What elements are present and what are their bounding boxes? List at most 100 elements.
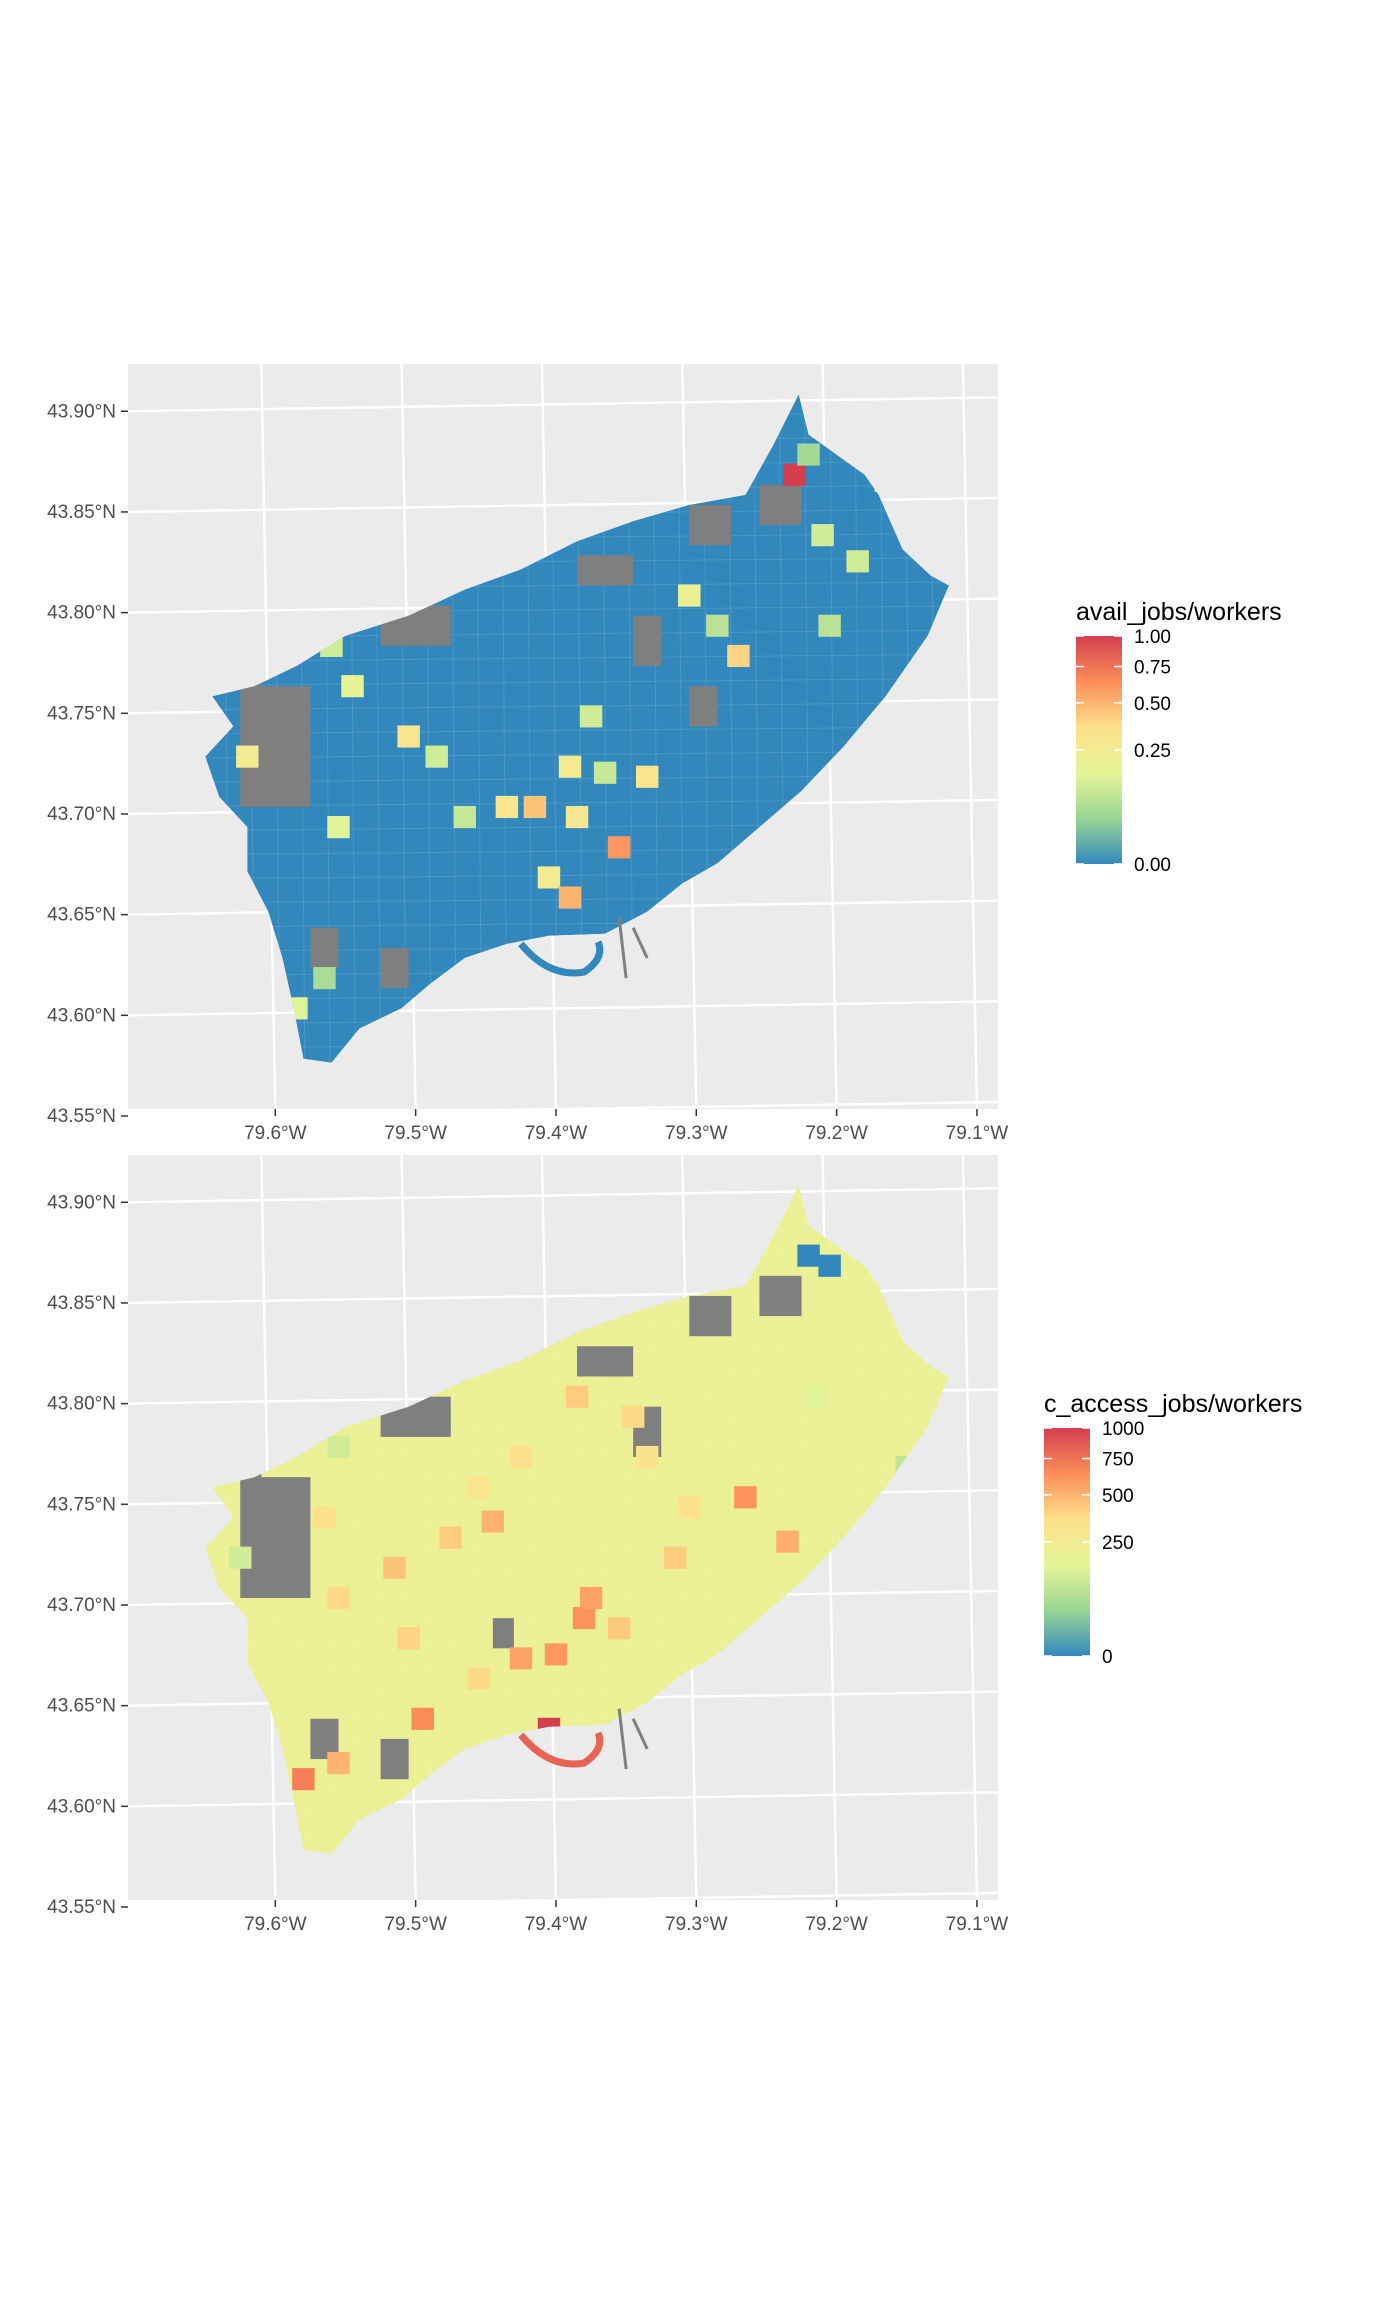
grid-line-horizontal (128, 1000, 998, 1017)
y-tick-label: 43.90°N (47, 401, 116, 422)
na-tract (689, 504, 732, 546)
tract-value (544, 1643, 568, 1666)
tract-edge (205, 1468, 949, 1478)
na-tract (633, 615, 662, 667)
legend-label: 750 (1102, 1450, 1134, 1471)
legend-label: 0.25 (1134, 741, 1171, 762)
legend-label: 0.00 (1134, 855, 1171, 876)
tract-value (846, 550, 869, 573)
na-tract (577, 555, 634, 586)
x-tick-label: 79.2°W (805, 1123, 868, 1144)
tract-value (313, 967, 336, 990)
tract-value (797, 1244, 820, 1267)
x-tick-label: 79.3°W (665, 1123, 728, 1144)
city-base-fill (205, 394, 949, 1063)
tract-value (509, 1647, 533, 1670)
tract-value (607, 1617, 631, 1640)
na-tract (492, 1618, 514, 1649)
city-base-fill (205, 1185, 949, 1854)
tract-value (537, 866, 561, 889)
y-tick-label: 43.80°N (47, 603, 116, 624)
tract-value (734, 1486, 757, 1509)
tract-value (558, 886, 582, 909)
y-tick-label: 43.60°N (47, 1005, 116, 1026)
x-tick-label: 79.5°W (384, 1123, 447, 1144)
map-panels: 79.6°W 79.5°W 79.4°W 79.3°W 79.2°W 79.1°W 43.5… (47, 364, 1302, 1935)
legend-label: 1.00 (1134, 627, 1171, 648)
na-tract (759, 1275, 802, 1317)
legend: c_access_jobs/workers 0 250 500 750 1000 (1044, 1390, 1302, 1668)
tract-value (621, 1405, 645, 1428)
tract-value (776, 1530, 799, 1553)
tract-value (579, 705, 603, 728)
na-tract (240, 1477, 311, 1598)
tract-value (579, 1586, 603, 1610)
tract-value (467, 1476, 491, 1499)
tract-value (425, 745, 448, 768)
tract-value (397, 725, 420, 748)
tract-value (811, 524, 834, 547)
y-tick-label: 43.70°N (47, 804, 116, 825)
grid-line-horizontal (128, 1791, 998, 1808)
y-tick-label: 43.85°N (47, 1293, 116, 1314)
tract-value (467, 1667, 491, 1690)
grid-line-vertical (961, 1155, 979, 1900)
tract-value (495, 795, 519, 819)
tract-value (523, 795, 547, 819)
tract-value (804, 1385, 827, 1408)
tract-value (797, 443, 820, 466)
tract-value (565, 805, 589, 829)
tract-value (635, 1445, 659, 1469)
tract-value (439, 1526, 462, 1549)
axes: 79.6°W 79.5°W 79.4°W 79.3°W 79.2°W 79.1°W 43.5… (47, 401, 1008, 1144)
axes: 79.6°W 79.5°W 79.4°W 79.3°W 79.2°W 79.1°W 43.5… (47, 1192, 1008, 1935)
tract-value (453, 805, 476, 829)
y-tick-label: 43.70°N (47, 1595, 116, 1616)
legend-label: 0.50 (1134, 694, 1171, 715)
na-tract (759, 484, 802, 526)
x-tick-label: 79.5°W (384, 1914, 447, 1935)
tract-value (818, 1254, 841, 1277)
tract-value (327, 1435, 350, 1459)
tract-value (593, 761, 617, 784)
x-tick-label: 79.4°W (525, 1123, 588, 1144)
map-panel-2: 79.6°W 79.5°W 79.4°W 79.3°W 79.2°W 79.1°W 43.5… (47, 1155, 1302, 1935)
port-lands (617, 1708, 649, 1770)
tract-value (411, 1707, 434, 1730)
tract-value (236, 745, 259, 768)
tract-value (818, 614, 841, 637)
na-tract (577, 1346, 634, 1377)
tract-value (481, 1510, 505, 1533)
y-tick-label: 43.90°N (47, 1192, 116, 1213)
x-tick-label: 79.2°W (805, 1914, 868, 1935)
x-tick-label: 79.1°W (946, 1914, 1009, 1935)
tract-value (607, 836, 631, 859)
na-tract (689, 686, 718, 727)
tract-value (292, 1768, 315, 1791)
tract-value (313, 1506, 336, 1529)
x-tick-label: 79.4°W (525, 1914, 588, 1935)
legend-label: 0.75 (1134, 658, 1171, 679)
y-tick-label: 43.55°N (47, 1106, 116, 1127)
tract-value (783, 463, 806, 486)
tract-value (397, 1627, 420, 1650)
na-tract (380, 1738, 409, 1780)
tract-value (565, 1385, 589, 1408)
tract-value (341, 675, 364, 698)
legend-label: 250 (1102, 1533, 1134, 1554)
legend-title: c_access_jobs/workers (1044, 1390, 1302, 1418)
grid-line-horizontal (128, 1187, 998, 1204)
tract-value (327, 816, 350, 839)
tract-value (678, 1496, 701, 1519)
grid-line-horizontal (128, 396, 998, 413)
legend-label: 1000 (1102, 1419, 1144, 1440)
x-tick-label: 79.6°W (244, 1914, 307, 1935)
legend: avail_jobs/workers 0.00 0.25 0.50 0.75 1.00 (1076, 598, 1282, 876)
tract-value (635, 765, 659, 788)
grid-line-vertical (961, 364, 979, 1109)
x-tick-label: 79.3°W (665, 1914, 728, 1935)
map-panel-1: 79.6°W 79.5°W 79.4°W 79.3°W 79.2°W 79.1°W 43.5… (47, 364, 1282, 1144)
y-tick-label: 43.65°N (47, 905, 116, 926)
